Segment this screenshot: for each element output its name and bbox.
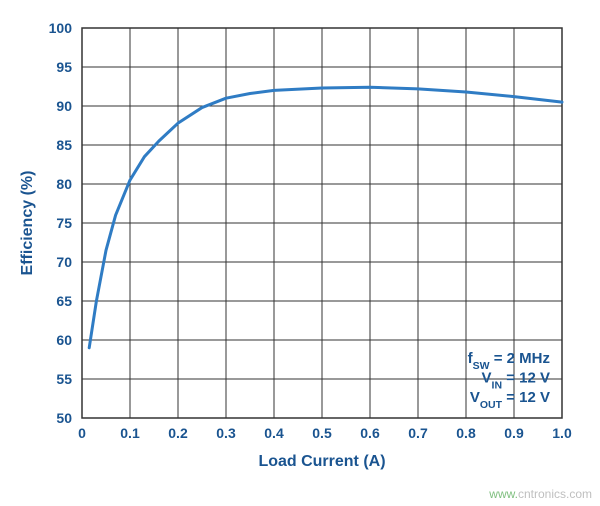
x-axis-label: Load Current (A) xyxy=(258,453,385,470)
ytick-label: 75 xyxy=(56,215,72,231)
ytick-label: 65 xyxy=(56,293,72,309)
ytick-label: 60 xyxy=(56,332,72,348)
ytick-label: 95 xyxy=(56,59,72,75)
xtick-label: 0.2 xyxy=(168,425,188,441)
ytick-label: 55 xyxy=(56,371,72,387)
xtick-label: 0.7 xyxy=(408,425,428,441)
xtick-label: 0.1 xyxy=(120,425,140,441)
ytick-label: 85 xyxy=(56,137,72,153)
ytick-label: 70 xyxy=(56,254,72,270)
xtick-label: 0.5 xyxy=(312,425,332,441)
chart-svg: 0 0.1 0.2 0.3 0.4 0.5 0.6 0.7 0.8 0.9 1.0 50 55 60 65 7… xyxy=(0,0,600,506)
y-axis-label: Efficiency (%) xyxy=(19,171,36,276)
ytick-label: 100 xyxy=(49,20,73,36)
xtick-label: 0.8 xyxy=(456,425,476,441)
ytick-label: 80 xyxy=(56,176,72,192)
ytick-label: 50 xyxy=(56,410,72,426)
xtick-label: 0 xyxy=(78,425,86,441)
xtick-label: 0.6 xyxy=(360,425,380,441)
xtick-label: 0.3 xyxy=(216,425,236,441)
ytick-label: 90 xyxy=(56,98,72,114)
xtick-label: 0.4 xyxy=(264,425,284,441)
efficiency-chart: 0 0.1 0.2 0.3 0.4 0.5 0.6 0.7 0.8 0.9 1.0 50 55 60 65 7… xyxy=(0,0,600,506)
xtick-label: 1.0 xyxy=(552,425,572,441)
xtick-label: 0.9 xyxy=(504,425,524,441)
watermark: www.cntronics.com xyxy=(488,487,592,501)
